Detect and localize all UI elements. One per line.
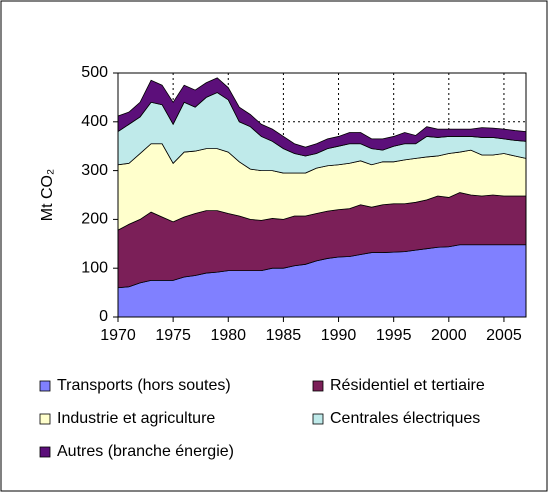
legend-swatch [312,380,324,392]
legend-swatch [39,380,51,392]
plot-frame [117,72,527,318]
x-tick-label: 1970 [100,327,136,344]
y-tick-label: 400 [81,113,108,130]
legend-label: Transports (hors soutes) [57,377,231,394]
y-axis-label: Mt CO₂ [39,169,56,221]
legend-swatch [39,413,51,425]
x-tick-label: 2000 [431,327,467,344]
legend-label: Centrales électriques [330,410,480,427]
legend-swatch [39,446,51,458]
y-tick-label: 0 [99,308,108,325]
x-tick-label: 1995 [376,327,412,344]
legend-swatch [312,413,324,425]
y-tick-label: 100 [81,259,108,276]
x-tick-label: 1980 [210,327,246,344]
x-tick-label: 1990 [321,327,357,344]
x-tick-label: 1975 [155,327,191,344]
legend-label: Résidentiel et tertiaire [330,377,485,394]
x-tick-label: 2005 [486,327,522,344]
y-tick-label: 300 [81,162,108,179]
legend-label: Industrie et agriculture [57,410,215,427]
y-tick-label: 200 [81,211,108,228]
x-tick-label: 1985 [266,327,302,344]
legend-label: Autres (branche énergie) [57,443,234,460]
y-tick-label: 500 [81,64,108,81]
